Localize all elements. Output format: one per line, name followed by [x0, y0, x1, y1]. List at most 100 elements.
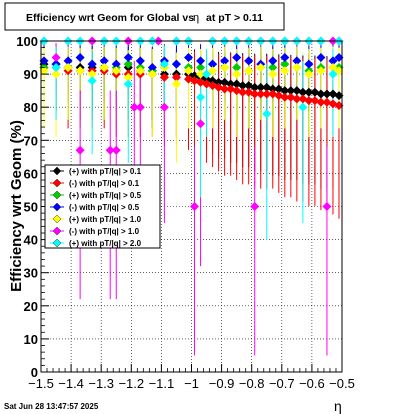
data-point: [171, 59, 181, 69]
chart-title-suffix: at pT > 0.11: [206, 12, 263, 24]
data-point: [196, 56, 206, 66]
data-point: [99, 56, 109, 66]
data-point: [292, 94, 302, 104]
data-point: [292, 62, 302, 72]
data-point: [123, 53, 133, 63]
data-point: [280, 59, 290, 69]
data-point: [111, 59, 121, 69]
y-tick-label: 30: [24, 266, 38, 281]
data-point: [238, 81, 248, 91]
data-point: [334, 66, 344, 76]
data-point: [39, 66, 49, 76]
data-point: [196, 119, 206, 129]
data-point: [232, 62, 242, 72]
data-point: [250, 202, 260, 211]
y-tick-label: 80: [24, 100, 38, 115]
data-point: [75, 53, 85, 63]
legend-marker: [52, 238, 62, 248]
y-tick-label: 50: [24, 200, 38, 215]
data-point: [232, 53, 242, 63]
data-point: [183, 53, 193, 63]
x-tick-label: −1.5: [28, 376, 54, 391]
legend-box: [44, 164, 161, 249]
x-tick-label: −1.1: [149, 376, 175, 391]
legend-entry: (+) with pT/|q| > 1.0: [69, 215, 142, 224]
data-point: [171, 79, 181, 89]
data-point: [129, 102, 139, 112]
data-point: [226, 79, 236, 89]
data-point: [328, 56, 338, 66]
data-point: [268, 62, 278, 72]
data-point: [87, 76, 97, 86]
y-tick-label: 60: [24, 166, 38, 181]
data-point: [171, 72, 181, 82]
data-point: [190, 202, 200, 211]
data-point: [220, 56, 230, 66]
data-point: [244, 66, 254, 76]
legend-entry: (-) with pT/|q| > 1.0: [69, 227, 140, 236]
legend-marker: [52, 178, 62, 188]
data-point: [159, 59, 169, 69]
data-point: [244, 56, 254, 66]
data-point: [316, 89, 326, 99]
data-point: [256, 89, 266, 99]
data-point: [220, 84, 230, 94]
data-point: [51, 53, 61, 63]
legend-entry: (+) with pT/|q| > 2.0: [69, 239, 142, 248]
data-point: [214, 77, 224, 87]
x-tick-label: −0.9: [209, 376, 235, 391]
data-point: [322, 89, 332, 99]
data-point: [196, 92, 206, 102]
data-point: [208, 66, 218, 76]
data-point: [280, 66, 290, 76]
footer-date: Sat Jun 28 13:47:57 2025: [4, 402, 99, 411]
data-point: [304, 87, 314, 97]
y-axis-title: Efficiency wrt Geom (%): [8, 120, 25, 292]
y-tick-label: 70: [24, 133, 38, 148]
legend-marker: [52, 226, 62, 236]
x-tick-label: −1.2: [118, 376, 144, 391]
data-point: [304, 59, 314, 69]
data-point: [334, 101, 344, 111]
data-point: [147, 62, 157, 72]
data-point: [250, 82, 260, 92]
legend-marker: [52, 190, 62, 200]
data-point: [334, 91, 344, 101]
legend-entry: (-) with pT/|q| > 0.1: [69, 179, 140, 188]
data-point: [292, 56, 302, 66]
data-point: [220, 62, 230, 72]
data-point: [135, 56, 145, 66]
data-point: [123, 79, 133, 89]
y-tick-label: 20: [24, 299, 38, 314]
data-point: [111, 145, 121, 155]
data-point: [87, 59, 97, 69]
data-point: [135, 102, 145, 112]
legend-marker: [52, 166, 62, 176]
data-point: [256, 62, 266, 72]
data-point: [328, 69, 338, 79]
data-point: [268, 84, 278, 94]
data-point: [316, 66, 326, 76]
data-point: [51, 69, 61, 79]
data-point: [280, 86, 290, 96]
data-point: [87, 69, 97, 79]
data-point: [123, 59, 133, 69]
data-point: [250, 89, 260, 99]
data-point: [63, 62, 73, 72]
chart-title: Efficiency wrt Geom for Global vs: [26, 12, 194, 24]
legend-entry: (+) with pT/|q| > 0.1: [69, 167, 142, 176]
data-point: [304, 69, 314, 79]
data-point: [63, 56, 73, 66]
data-point: [238, 87, 248, 97]
data-point: [135, 66, 145, 76]
data-point: [99, 62, 109, 72]
y-tick-label: 0: [31, 365, 38, 380]
data-point: [262, 89, 272, 99]
data-point: [328, 62, 338, 72]
legend-entry: (-) with pT/|q| > 0.5: [69, 203, 140, 212]
legend-entry: (+) with pT/|q| > 0.5: [69, 191, 142, 200]
data-point: [232, 69, 242, 79]
data-point: [316, 97, 326, 107]
x-axis-title: η: [334, 398, 342, 414]
